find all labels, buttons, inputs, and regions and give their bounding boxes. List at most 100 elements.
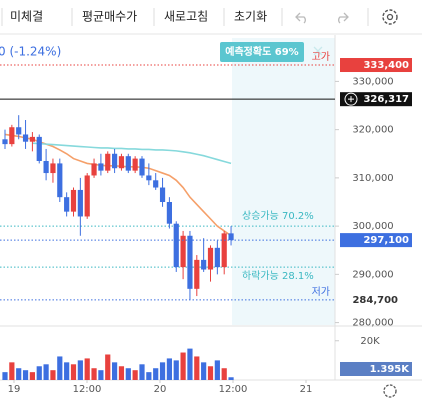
candle-body — [43, 161, 49, 174]
prediction-label: 하락가능 28.1% — [242, 269, 314, 282]
candle-body — [50, 163, 56, 174]
volume-bar — [187, 348, 193, 380]
price-tag — [340, 233, 412, 248]
gear-hole — [386, 13, 394, 21]
volume-bar — [228, 377, 234, 380]
volume-bar — [125, 368, 131, 380]
accuracy-text: 예측정확도 69% — [225, 45, 298, 58]
toolbar-button[interactable]: 새로고침 — [164, 10, 208, 24]
volume-bar — [36, 366, 42, 380]
candle-body — [159, 187, 166, 202]
add-icon[interactable] — [344, 92, 358, 106]
moving-average — [4, 133, 232, 237]
volume-tag — [340, 362, 412, 376]
volume-bar — [70, 364, 77, 380]
candle-body — [57, 163, 63, 198]
candle-body — [91, 163, 97, 176]
y-tick-label: 290,000 — [352, 269, 393, 280]
volume-bar — [98, 370, 104, 380]
candle-body — [118, 156, 125, 169]
volume-bar — [57, 356, 63, 380]
candle-body — [125, 156, 131, 171]
volume-bar — [173, 360, 179, 380]
change-text: 0 (-1.24%) — [0, 45, 61, 59]
volume-bar — [77, 360, 83, 380]
volume-bar — [2, 372, 8, 380]
candle-body — [29, 136, 35, 142]
x-tick-label: 19 — [8, 384, 21, 395]
volume-bar — [118, 366, 125, 380]
redo-icon[interactable] — [338, 12, 349, 24]
prediction-area — [232, 38, 335, 325]
undo-icon[interactable] — [295, 12, 306, 24]
volume-bar — [166, 358, 172, 380]
candle-body — [166, 202, 172, 224]
x-tick-label: 21 — [300, 384, 313, 395]
candle-body — [112, 153, 118, 169]
volume-bar — [201, 362, 207, 380]
toolbar: 미체결 평균매수가 새로고침 초기화 — [1, 8, 398, 26]
volume-bar — [50, 370, 56, 380]
candle-body — [146, 175, 152, 181]
y-tick-label: 320,000 — [352, 125, 393, 136]
candle-body — [187, 235, 193, 289]
candle-body — [98, 163, 104, 171]
y-tick-label: 280,000 — [352, 318, 393, 329]
candle-body — [22, 134, 29, 142]
price-line-label: 고가 — [312, 51, 330, 63]
candle-body — [153, 180, 159, 188]
volume-bar — [180, 352, 186, 380]
volume-bar — [112, 362, 118, 380]
volume-bar — [91, 368, 97, 380]
volume-bar — [105, 354, 111, 380]
price-line-label: 저가 — [312, 286, 330, 298]
close-icon[interactable] — [313, 46, 323, 56]
prediction-label: 상승가능 70.2% — [242, 210, 314, 222]
volume-bar — [214, 360, 220, 380]
candle-body — [9, 127, 15, 145]
candle-body — [2, 139, 8, 145]
accuracy-badge[interactable] — [220, 42, 304, 62]
volume-tag-label: 1.395K — [370, 364, 411, 375]
candle-body — [173, 223, 179, 268]
y-tick-label: 300,000 — [352, 221, 393, 232]
candle-body — [77, 189, 83, 217]
settings-icon[interactable] — [383, 384, 397, 398]
candle-body — [84, 175, 90, 217]
volume-bar — [221, 368, 227, 380]
price-tag — [340, 92, 412, 107]
volume-bar — [43, 364, 49, 380]
moving-average — [32, 142, 232, 165]
x-tick-label: 20 — [154, 384, 167, 395]
price-tag-label: 284,700 — [352, 295, 398, 306]
price-tag — [340, 58, 412, 73]
candle-body — [194, 259, 200, 289]
candle-body — [180, 235, 186, 268]
candle-body — [221, 233, 227, 268]
candle-body — [16, 127, 22, 135]
volume-bar — [207, 366, 214, 380]
add-icon-plus — [348, 96, 354, 103]
volume-bar — [153, 368, 159, 380]
candle-body — [201, 259, 207, 270]
candle-body — [228, 233, 234, 241]
volume-bar — [194, 356, 200, 380]
x-tick-label: 12:00 — [73, 384, 102, 395]
volume-bar — [84, 358, 90, 380]
volume-bar — [159, 362, 166, 380]
toolbar-button[interactable]: 초기화 — [234, 10, 267, 24]
x-tick-label: 12:00 — [219, 384, 248, 395]
settings-icon[interactable] — [382, 9, 398, 25]
toolbar-button[interactable]: 평균매수가 — [82, 10, 137, 24]
candle-body — [132, 158, 138, 171]
volume-bar — [29, 372, 35, 380]
candle-body — [64, 197, 70, 212]
y-tick-label: 330,000 — [352, 76, 393, 87]
candle-body — [36, 136, 42, 161]
candle-body — [105, 153, 111, 171]
toolbar-button[interactable]: 미체결 — [10, 10, 43, 24]
candle-body — [207, 247, 214, 270]
price-tag-label: 326,317 — [363, 94, 409, 105]
gear — [382, 9, 398, 25]
price-tag-label: 333,400 — [363, 60, 409, 71]
